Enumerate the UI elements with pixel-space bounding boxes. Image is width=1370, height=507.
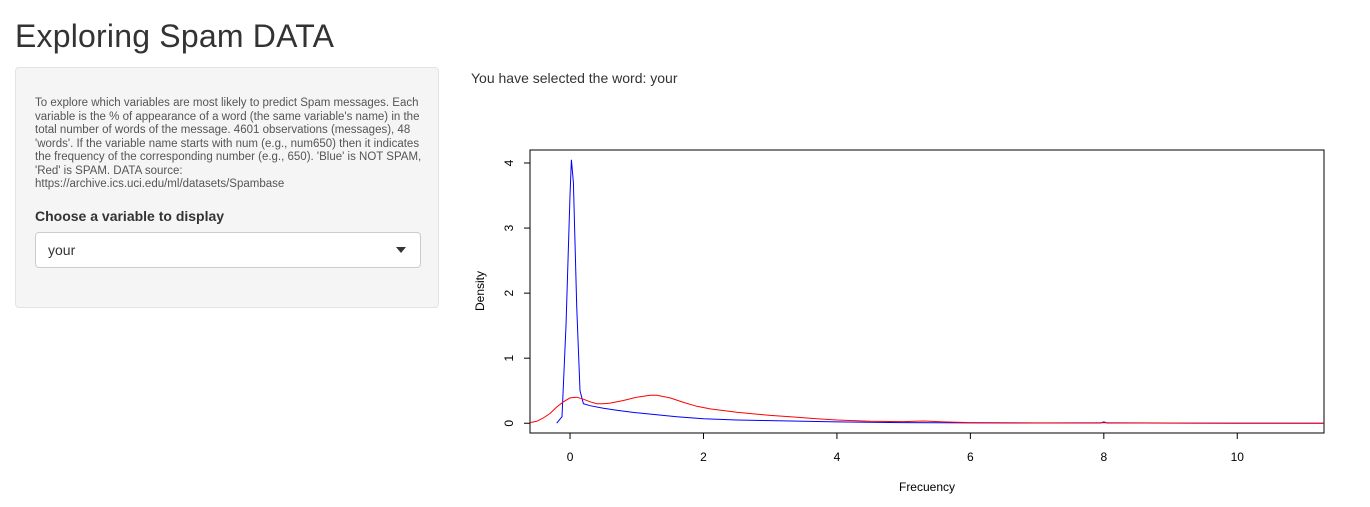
x-tick-label: 10 bbox=[1231, 450, 1245, 464]
density-line-1 bbox=[556, 159, 1324, 424]
selected-word-text: You have selected the word: your bbox=[471, 70, 678, 86]
variable-select[interactable]: your bbox=[35, 232, 421, 268]
y-axis-label: Density bbox=[473, 271, 487, 311]
x-axis-label: Frecuency bbox=[899, 480, 955, 494]
sidebar-panel: To explore which variables are most like… bbox=[15, 67, 439, 308]
x-tick-label: 4 bbox=[834, 450, 841, 464]
x-tick-label: 6 bbox=[967, 450, 974, 464]
y-tick-label: 0 bbox=[502, 420, 516, 427]
series-layer bbox=[529, 159, 1325, 424]
y-tick-label: 1 bbox=[502, 355, 516, 362]
caret-down-icon bbox=[396, 247, 406, 253]
x-tick-label: 8 bbox=[1100, 450, 1107, 464]
x-tick-label: 2 bbox=[700, 450, 707, 464]
plot-frame bbox=[529, 149, 1325, 434]
description-text: To explore which variables are most like… bbox=[35, 97, 422, 190]
x-tick-label: 0 bbox=[567, 450, 574, 464]
y-tick-label: 2 bbox=[502, 289, 516, 296]
density-line-2 bbox=[529, 394, 1325, 424]
page-title: Exploring Spam DATA bbox=[15, 18, 335, 54]
y-tick-label: 4 bbox=[502, 159, 516, 166]
axis-layer: 0 2 4 6 8 10 0 1 2 3 4 bbox=[502, 159, 1244, 464]
variable-select-value: your bbox=[48, 242, 76, 258]
y-tick-label: 3 bbox=[502, 224, 516, 231]
variable-select-label: Choose a variable to display bbox=[35, 208, 225, 224]
